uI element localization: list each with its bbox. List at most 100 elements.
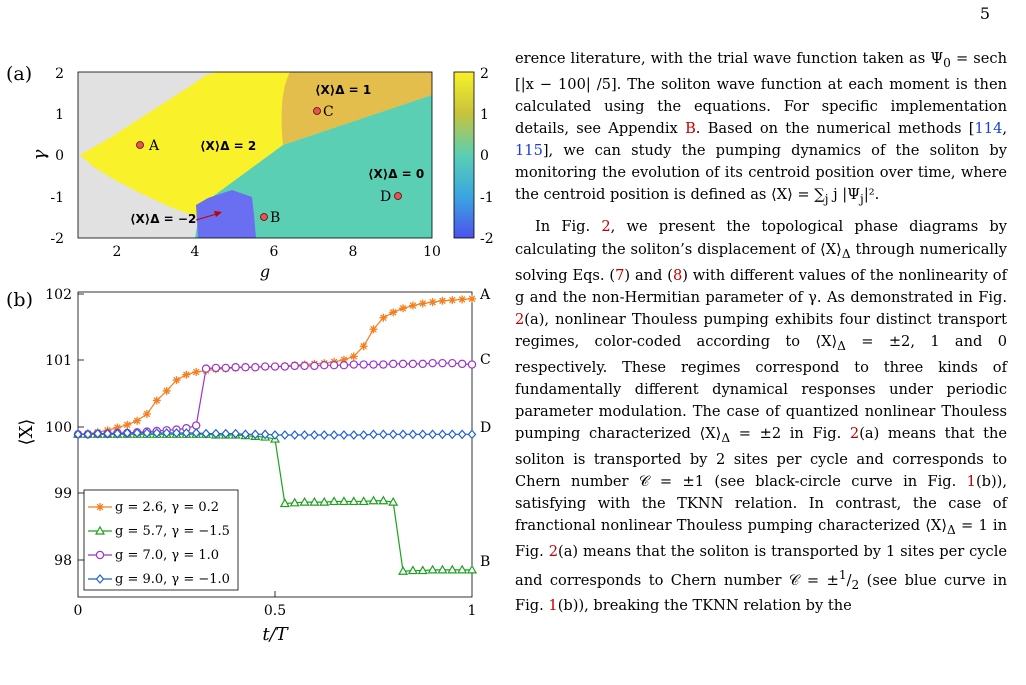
data-point-d	[162, 428, 171, 438]
data-point-c	[428, 358, 437, 368]
legend-marker-3	[95, 550, 105, 560]
eq7-ref[interactable]: 7	[615, 266, 625, 284]
fig2-ref[interactable]: 2	[601, 218, 611, 236]
panel-b: (b) 102 101 100 99 98 0 0.5 1 t/T ⟨X⟩ A …	[6, 287, 491, 645]
p1-text-6: j |Ψ	[828, 186, 861, 204]
y-tick-98: 98	[54, 553, 72, 569]
data-point-c	[448, 358, 457, 368]
data-point-b	[437, 564, 448, 574]
cbar-tick-m1: -1	[480, 190, 494, 206]
end-label-d: D	[480, 420, 491, 436]
data-point-d	[93, 428, 102, 439]
data-point-d	[467, 429, 477, 440]
data-point-d	[290, 430, 299, 440]
x-tick-6: 6	[270, 244, 279, 260]
cbar-tick-0: 0	[480, 148, 489, 164]
fraction-num: 1	[838, 567, 847, 582]
x-tick-1: 1	[468, 603, 477, 619]
p1-text-2: = sech [|x − 100| /5]. The soliton wave …	[515, 50, 1007, 138]
data-point-d	[83, 429, 93, 440]
p2-text-8: = ±2 in Fig.	[730, 425, 850, 443]
data-point-d	[132, 428, 142, 438]
cbar-tick-2: 2	[480, 66, 489, 82]
fig2b-ref[interactable]: 2	[849, 425, 860, 443]
data-point-a	[359, 342, 368, 351]
data-point-a	[468, 294, 476, 303]
point-b-label: B	[270, 210, 280, 226]
point-b: B	[260, 210, 280, 226]
x-tick-4: 4	[191, 244, 200, 260]
data-point-c	[339, 361, 349, 370]
data-point-c	[300, 361, 309, 371]
y-tick-100: 100	[45, 420, 72, 436]
x-tick-05: 0.5	[264, 603, 286, 619]
data-point-b	[388, 496, 399, 506]
data-point-d	[349, 430, 359, 440]
p2-text-4: ) and (	[624, 266, 673, 284]
p2-text-10: (b)), satisfying with the TKNN relation.…	[515, 473, 1007, 535]
data-point-d	[221, 428, 231, 439]
appendix-ref[interactable]: B	[685, 120, 696, 138]
legend-entry-2: g = 5.7, γ = −1.5	[115, 524, 230, 539]
p2-text-7: = ±2, 1 and 0 respectively. These regime…	[515, 332, 1007, 443]
cbar-tick-1: 1	[480, 107, 489, 123]
data-point-b	[466, 564, 478, 574]
legend-entry-1: g = 2.6, γ = 0.2	[115, 500, 219, 515]
data-point-d	[428, 429, 437, 440]
point-a: A	[136, 138, 160, 154]
data-point-b	[407, 565, 418, 575]
data-point-a	[389, 308, 398, 317]
fig2a-ref[interactable]: 2	[515, 310, 525, 328]
panel-a-x-ticks: 2 4 6 8 10	[113, 244, 441, 260]
citation-115[interactable]: 115	[515, 142, 543, 160]
data-point-b	[299, 496, 310, 506]
data-point-d	[211, 428, 221, 439]
data-point-b	[279, 498, 290, 508]
data-point-d	[339, 430, 349, 440]
figure-2: (a) 2 4 6 8 10 2 1 0 -1 -2 g γ ⟨X⟩Δ = 1 …	[6, 63, 494, 645]
data-point-d	[142, 428, 152, 438]
data-point-c	[418, 359, 427, 369]
data-point-a	[448, 296, 457, 305]
x-tick-10: 10	[423, 244, 441, 260]
p2-sub-delta-2: Δ	[837, 338, 846, 353]
y-tick-2: 2	[55, 66, 64, 82]
data-point-b	[447, 564, 458, 574]
point-c-label: C	[323, 104, 334, 120]
fig1-ref[interactable]: 1	[966, 473, 976, 491]
data-point-c	[379, 360, 388, 369]
eq8-ref[interactable]: 8	[672, 266, 683, 284]
phase-region-qm2	[196, 190, 256, 238]
data-point-d	[379, 429, 388, 440]
panel-b-y-ticks: 102 101 100 99 98	[45, 287, 72, 569]
p1-text-7: |².	[863, 186, 880, 204]
p1-sub-j: j	[824, 192, 829, 207]
data-point-a	[438, 296, 447, 305]
fig1b-ref[interactable]: 1	[548, 597, 558, 615]
y-tick-102: 102	[45, 287, 72, 303]
data-point-b	[457, 564, 468, 574]
data-point-d	[103, 428, 112, 439]
end-label-a: A	[479, 287, 491, 303]
data-point-a	[418, 299, 427, 308]
fraction-den: 2	[851, 577, 860, 592]
p2-text-3: through numerically solving Eqs. (	[515, 240, 1007, 284]
data-point-d	[418, 429, 428, 440]
citation-114[interactable]: 114	[974, 120, 1003, 138]
y-tick-m1: -1	[50, 190, 64, 206]
data-point-d	[329, 430, 339, 440]
data-point-a	[123, 420, 132, 429]
data-point-a	[182, 370, 191, 379]
data-point-c	[398, 359, 408, 369]
data-point-d	[408, 429, 418, 440]
data-point-b	[329, 496, 340, 506]
data-point-d	[310, 430, 319, 440]
p2-text-14: (b)), breaking the TKNN relation by the	[557, 597, 852, 615]
p1-text-5: ], we can study the pumping dynamics of …	[515, 142, 1007, 204]
data-point-a	[133, 416, 142, 425]
fig2c-ref[interactable]: 2	[548, 543, 558, 561]
data-point-d	[113, 428, 122, 439]
data-point-d	[152, 428, 162, 438]
data-point-b	[368, 495, 379, 505]
region-arrow-head	[214, 211, 222, 217]
